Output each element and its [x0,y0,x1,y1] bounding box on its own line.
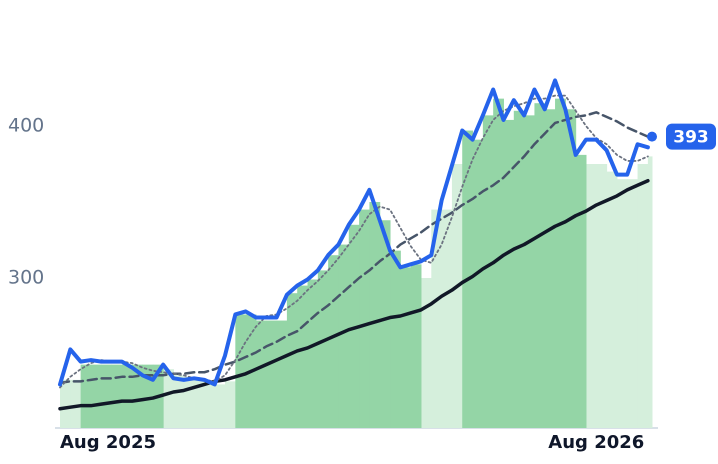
x-tick-label: Aug 2025 [60,432,156,453]
area-step [111,364,123,428]
area-step [647,156,653,428]
area-step [482,115,494,429]
area-step [544,109,556,428]
area-step [80,364,92,428]
end-dot [647,131,657,142]
area-step [317,270,329,428]
price-line [58,178,650,411]
area-step [585,164,597,428]
area-step [183,376,195,428]
area-step [359,209,370,428]
area-step [101,364,113,428]
area-step [60,379,71,428]
area-step [596,164,608,428]
area-step [390,250,401,428]
area-step [606,171,618,428]
area-step [379,220,391,428]
area-step [431,209,443,428]
area-step [627,179,639,428]
area-step [400,267,412,428]
area-step [338,244,350,428]
area-step [441,209,453,428]
area-step [266,320,278,428]
end-label: 393 [673,128,709,148]
area-step [565,109,577,428]
area-step [637,164,649,428]
area-step [451,164,463,428]
area-step [90,364,102,428]
area-step [297,285,309,428]
area-step [225,381,236,428]
area-step [121,364,133,428]
y-tick-label: 300 [8,267,44,289]
area-step [235,314,247,428]
area-step [369,202,381,428]
area-step [420,278,432,428]
area-step [255,320,267,428]
area-step [513,110,525,429]
area-step [204,381,216,428]
area-step [616,179,628,428]
area-step [328,255,339,428]
area-step [524,115,535,429]
area-step [214,384,226,428]
area-step [276,320,288,428]
x-tick-label: Aug 2026 [548,432,644,453]
area-step [472,139,484,428]
area-step [194,379,205,428]
area-step [70,379,82,428]
area-step [534,103,546,428]
y-tick-label: 400 [8,115,44,137]
area-step [410,264,422,428]
area-step [503,119,515,429]
area-step [555,98,566,428]
area-step [493,98,504,428]
area-step [575,154,587,428]
area-step [163,369,174,428]
area-step [173,375,185,428]
area-step [286,293,298,428]
price-line [58,78,650,387]
end-label-bg [666,123,716,150]
area-step [307,279,319,428]
area-step [142,364,154,428]
area-step [132,364,144,428]
